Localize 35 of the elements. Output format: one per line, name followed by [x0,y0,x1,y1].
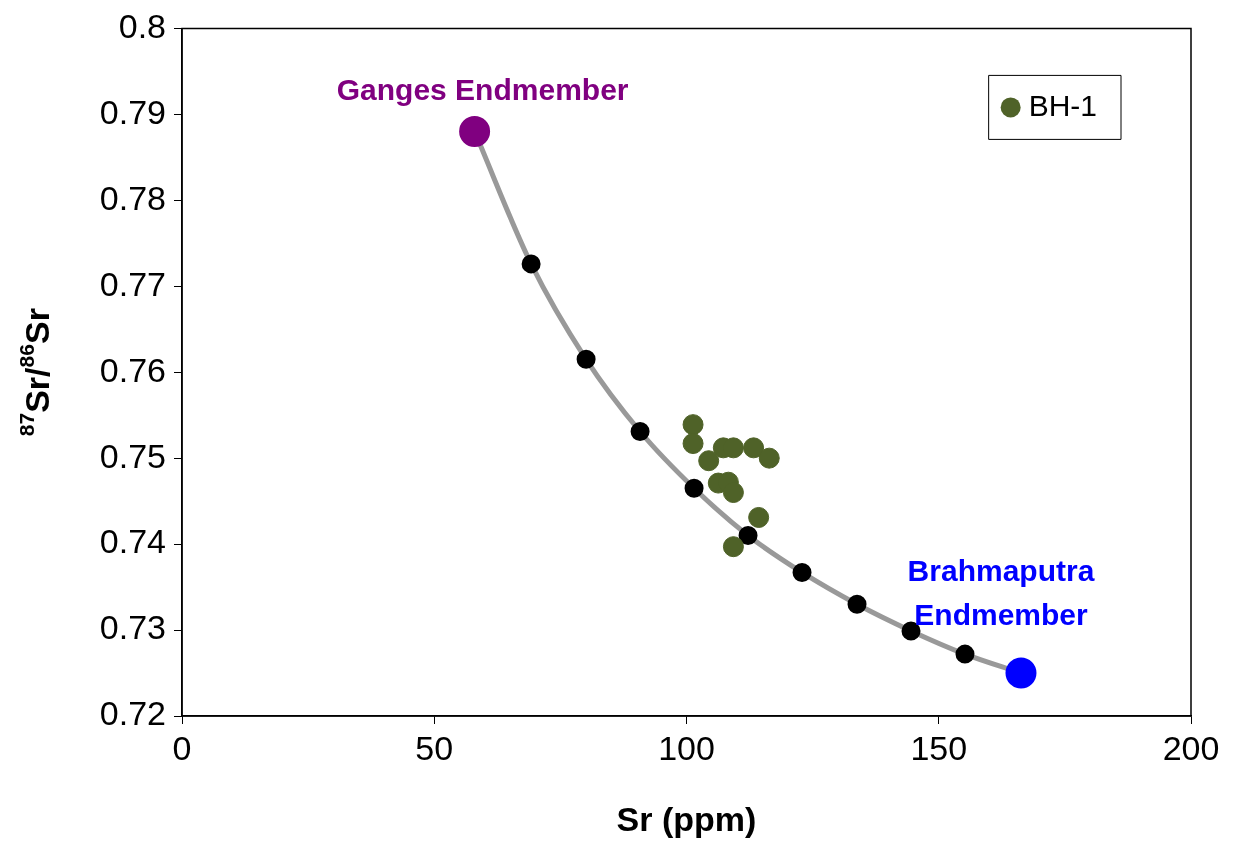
point [743,437,765,459]
y-tick-label: 0.77 [99,264,166,303]
point [722,536,744,558]
point [955,644,975,664]
point [630,422,650,442]
point [847,594,867,614]
point [682,414,704,436]
annotation: Brahmaputra Endmember [907,554,1095,632]
x-tick-label: 0 [172,728,192,767]
point [748,506,770,528]
x-tick-label: 200 [1162,728,1220,767]
point [684,478,704,498]
point [792,562,812,582]
point [738,526,758,546]
y-axis-title: 87Sr/86Sr [14,308,57,437]
y-tick-label: 0.79 [99,92,166,131]
point [682,433,704,455]
y-tick-label: 0.8 [118,6,166,45]
point [576,349,596,369]
point [698,450,720,472]
y-tick-label: 0.73 [99,608,166,647]
y-tick-label: 0.78 [99,178,166,217]
y-tick-label: 0.74 [99,522,166,561]
y-tick-label: 0.76 [99,350,166,389]
annotation: Ganges Endmember [336,72,629,106]
y-tick-label: 0.75 [99,436,166,475]
x-tick-label: 100 [658,728,715,767]
x-tick-label: 50 [415,728,454,767]
x-axis-title: Sr (ppm) [616,800,757,839]
point [722,482,744,504]
y-tick-label: 0.72 [99,694,166,733]
point [521,254,541,274]
point [758,447,780,469]
x-tick-label: 150 [910,728,968,767]
legend-label: BH-1 [1028,88,1098,122]
